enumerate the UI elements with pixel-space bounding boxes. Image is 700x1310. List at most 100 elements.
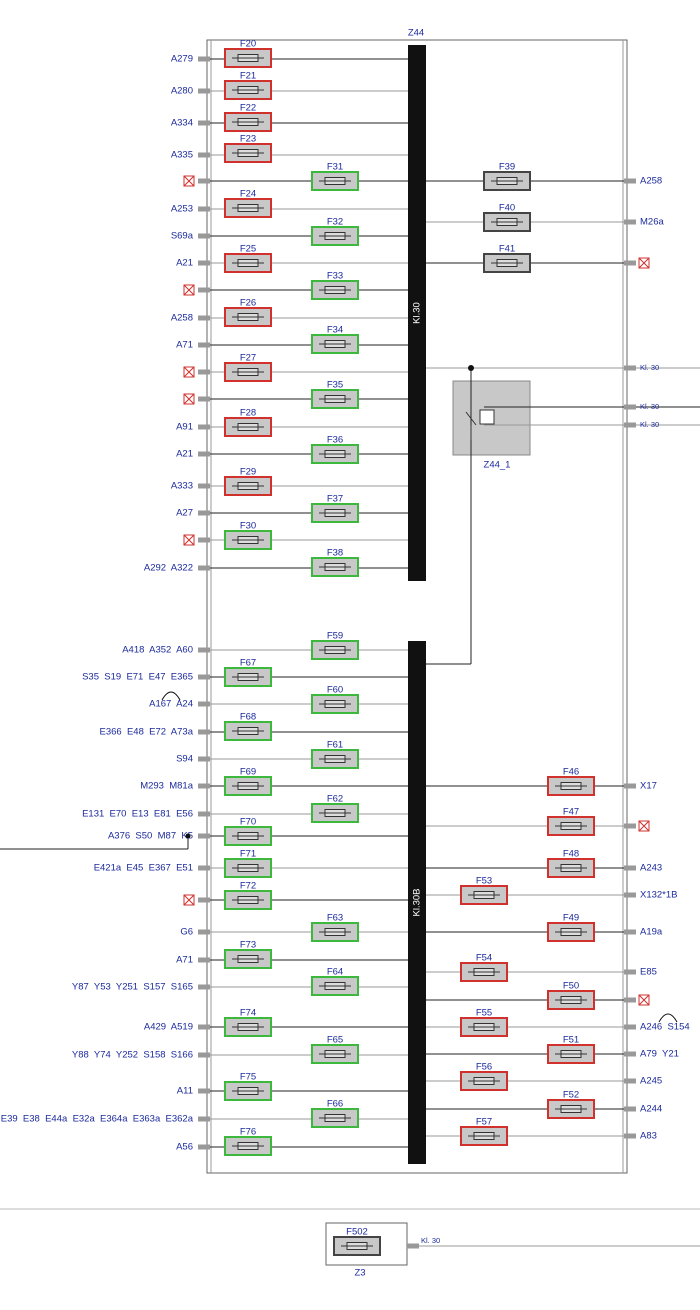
fuse-label: F62 [327,794,343,805]
pin [624,1106,636,1112]
pin [198,315,210,321]
pin [198,537,210,543]
fuse-label: F65 [327,1035,343,1046]
pin [198,1024,210,1030]
pin [624,997,636,1003]
pin-label: X132*1B [640,890,678,901]
relay-switch [465,411,477,440]
jumper-arc [161,691,181,701]
fuse-label: F64 [327,967,343,978]
pin-label: A253 [171,204,193,215]
fuse-label: F30 [240,521,256,532]
fuse-label: F61 [327,740,343,751]
pin-label: Kl. 30 [640,363,659,372]
fuse-label: F40 [499,203,515,214]
pin-label: A71 [176,340,193,351]
pin [624,1078,636,1084]
fuse-label: F39 [499,162,515,173]
pin [198,833,210,839]
unused-pin-icon [183,284,195,296]
pin [198,1052,210,1058]
pin [198,756,210,762]
pin-label: Y87 Y53 Y251 S157 S165 [72,982,193,993]
pin-label: A418 A352 A60 [122,645,193,656]
fuse-label: F21 [240,71,256,82]
pin-label: Y88 Y74 Y252 S158 S166 [72,1050,193,1061]
fuse-label: F57 [476,1117,492,1128]
fuse-label: F28 [240,408,256,419]
pin-label: A83 [640,1131,657,1142]
fuse-label: F52 [563,1090,579,1101]
fuse-label: F31 [327,162,343,173]
busbar [408,641,426,1164]
fuse-label: F68 [240,712,256,723]
pin [624,783,636,789]
pin [198,260,210,266]
pin [198,120,210,126]
pin-label: A21 [176,258,193,269]
pin [407,1243,419,1249]
pin [198,287,210,293]
fuse-label: F41 [499,244,515,255]
pin-label: E421a E45 E367 E51 [94,863,193,874]
pin-label: A333 [171,481,193,492]
relay-label: Z44_1 [484,460,511,471]
pin-label: A19a [640,927,663,938]
pin-label: M293 M81a [140,781,194,792]
pin-label: A56 [176,1142,193,1153]
fuse-label: F38 [327,548,343,559]
pin [198,729,210,735]
pin-label: A292 A322 [144,563,193,574]
fuse-label: F73 [240,940,256,951]
fuse-label: F63 [327,913,343,924]
pin [624,823,636,829]
pin [198,510,210,516]
fuse-label: F51 [563,1035,579,1046]
bottom-box-label: Z3 [354,1268,365,1279]
pin [198,206,210,212]
fuse-label: F72 [240,881,256,892]
pin-label: S35 S19 E71 E47 E365 [82,672,193,683]
pin-label: A279 [171,54,193,65]
pin-label: Kl. 30 [421,1236,440,1245]
pin [198,1144,210,1150]
pin [624,1024,636,1030]
fuse-label: F26 [240,298,256,309]
pin [624,865,636,871]
pin [624,365,636,371]
pin [624,1051,636,1057]
pin [198,1088,210,1094]
fuse-label: F27 [240,353,256,364]
pin-label: A79 Y21 [640,1049,679,1060]
fuse-label: F70 [240,817,256,828]
unused-pin-icon [638,820,650,832]
fuse-label: F36 [327,435,343,446]
fuse-label: F20 [240,39,256,50]
unused-pin-icon [638,257,650,269]
fuse-box-outline [206,39,628,1174]
pin [198,342,210,348]
pin [624,1133,636,1139]
pin [624,260,636,266]
fuse-label: F74 [240,1008,256,1019]
pin-label: Kl. 30 [640,402,659,411]
components: Kl.30 Kl.30B A279 A280 A334 A335 A253 S69a A21 A2… [1,39,690,1256]
pin-label: A376 S50 M87 K5 [108,831,193,842]
fuse-label: F76 [240,1127,256,1138]
pin-label: A27 [176,508,193,519]
pin-label: A21 [176,449,193,460]
pin [198,369,210,375]
pin [198,424,210,430]
pin-label: E85 [640,967,657,978]
fuse-label: F23 [240,134,256,145]
fuse-label: F25 [240,244,256,255]
fuse-label: F49 [563,913,579,924]
pin [198,483,210,489]
fuse-label: F75 [240,1072,256,1083]
pin [624,404,636,410]
fuse-label: F33 [327,271,343,282]
fuse-label: F66 [327,1099,343,1110]
pin [198,451,210,457]
pin [198,929,210,935]
